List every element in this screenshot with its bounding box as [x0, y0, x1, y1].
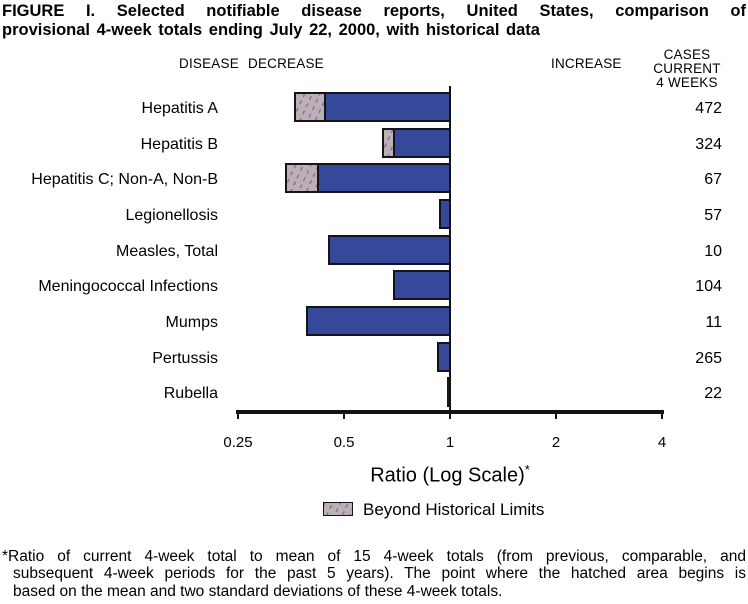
axis-tick [449, 410, 451, 419]
ratio-bar [437, 342, 451, 372]
ratio-bar [285, 163, 451, 193]
column-header-disease: DISEASE [179, 56, 239, 71]
axis-tick [661, 410, 663, 419]
cases-current-value: 57 [704, 207, 722, 224]
disease-label: Hepatitis C; Non-A, Non-B [31, 171, 218, 188]
footnote-line1: *Ratio of current 4-week total to mean o… [2, 548, 746, 565]
cases-current-value: 104 [695, 278, 722, 295]
column-header-cases-line1: CASES CURRENT [653, 47, 721, 76]
disease-label: Legionellosis [125, 207, 218, 224]
disease-label: Hepatitis A [141, 100, 218, 117]
beyond-historical-limits-segment [287, 165, 319, 191]
disease-label: Measles, Total [116, 243, 218, 260]
column-header-cases-line2: 4 WEEKS [656, 75, 718, 90]
ratio-bar [306, 306, 451, 336]
axis-tick-label: 1 [445, 434, 455, 451]
axis-tick-label: 0.5 [333, 434, 355, 451]
figure-title: FIGURE I. Selected notifiable disease re… [2, 2, 746, 40]
column-header-cases: CASES CURRENT 4 WEEKS [628, 48, 746, 90]
ratio-bar [393, 270, 451, 300]
footnote: *Ratio of current 4-week total to mean o… [2, 548, 746, 600]
axis-tick [237, 410, 239, 419]
footnote-line3: based on the mean and two standard devia… [13, 582, 503, 600]
cases-current-value: 67 [704, 171, 722, 188]
footnote-line2: subsequent 4-week periods for the past 5… [13, 565, 746, 583]
column-header-decrease: DECREASE [248, 56, 324, 71]
legend-hatch-swatch [323, 502, 353, 516]
disease-label: Pertussis [152, 350, 218, 367]
axis-tick [555, 410, 557, 419]
ratio-bar [447, 377, 451, 407]
x-axis-label-text: Ratio (Log Scale) [370, 464, 525, 487]
figure-title-line2: provisional 4-week totals ending July 22… [2, 21, 540, 39]
axis-tick [343, 410, 345, 419]
axis-tick-label: 4 [657, 434, 667, 451]
cases-current-value: 472 [695, 100, 722, 117]
disease-label: Rubella [163, 385, 218, 402]
column-header-increase: INCREASE [551, 56, 622, 71]
ratio-bar [328, 235, 451, 265]
axis-tick-label: 2 [551, 434, 561, 451]
beyond-historical-limits-segment [296, 94, 326, 120]
cases-current-value: 11 [705, 314, 722, 331]
disease-label: Meningococcal Infections [38, 278, 218, 295]
beyond-historical-limits-segment [384, 130, 395, 156]
x-axis-label: Ratio (Log Scale)* [237, 462, 663, 488]
disease-label: Hepatitis B [140, 136, 218, 153]
ratio-bar [382, 128, 451, 158]
legend-label: Beyond Historical Limits [363, 500, 545, 519]
figure-title-line1: FIGURE I. Selected notifiable disease re… [2, 2, 746, 20]
cases-current-value: 22 [704, 385, 722, 402]
ratio-bar [439, 199, 451, 229]
axis-tick-label: 0.25 [223, 434, 253, 451]
cases-current-value: 324 [695, 136, 722, 153]
ratio-bar [294, 92, 451, 122]
disease-label: Mumps [165, 314, 218, 331]
cases-current-value: 265 [695, 350, 722, 367]
x-axis-label-footnote-marker: * [524, 462, 530, 477]
cases-current-value: 10 [704, 243, 722, 260]
bar-chart: Hepatitis A 472 Hepatitis B 324 Hepatitis C;… [31, 86, 722, 451]
